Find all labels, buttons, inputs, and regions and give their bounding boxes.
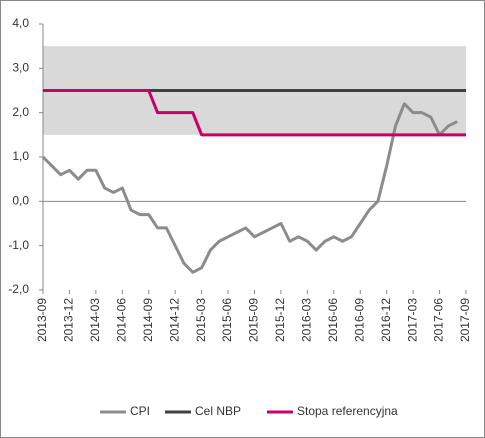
series-line [41,102,458,274]
x-tick-label: 2013-09 [35,298,49,342]
x-tick-label: 2014-03 [88,298,102,342]
x-tick-label: 2017-03 [405,298,419,342]
y-tick-label: 1,0 [12,149,29,163]
x-tick-label: 2016-12 [379,298,393,342]
y-tick-label: -1,0 [8,238,29,252]
x-tick-label: 2016-09 [352,298,366,342]
x-tick-label: 2017-06 [432,298,446,342]
x-tick-label: 2016-03 [300,298,314,342]
y-tick-label: 2,0 [12,105,29,119]
x-tick-label: 2014-09 [141,298,155,342]
series-line [43,89,466,137]
y-tick-label: 0,0 [12,194,29,208]
y-tick-label: -2,0 [8,282,29,296]
x-tick-label: 2015-09 [247,298,261,342]
x-tick-label: 2013-12 [62,298,76,342]
x-tick-label: 2015-06 [220,298,234,342]
x-tick-label: 2014-12 [167,298,181,342]
x-tick-label: 2016-06 [326,298,340,342]
x-tick-label: 2017-09 [458,298,472,342]
y-tick-label: 4,0 [12,16,29,30]
x-tick-label: 2015-03 [194,298,208,342]
legend-label: CPI [130,404,150,418]
x-tick-label: 2014-06 [114,298,128,342]
y-tick-label: 3,0 [12,61,29,75]
legend-label: Cel NBP [195,404,241,418]
x-tick-label: 2015-12 [273,298,287,342]
legend-label: Stopa referencyjna [297,404,398,418]
